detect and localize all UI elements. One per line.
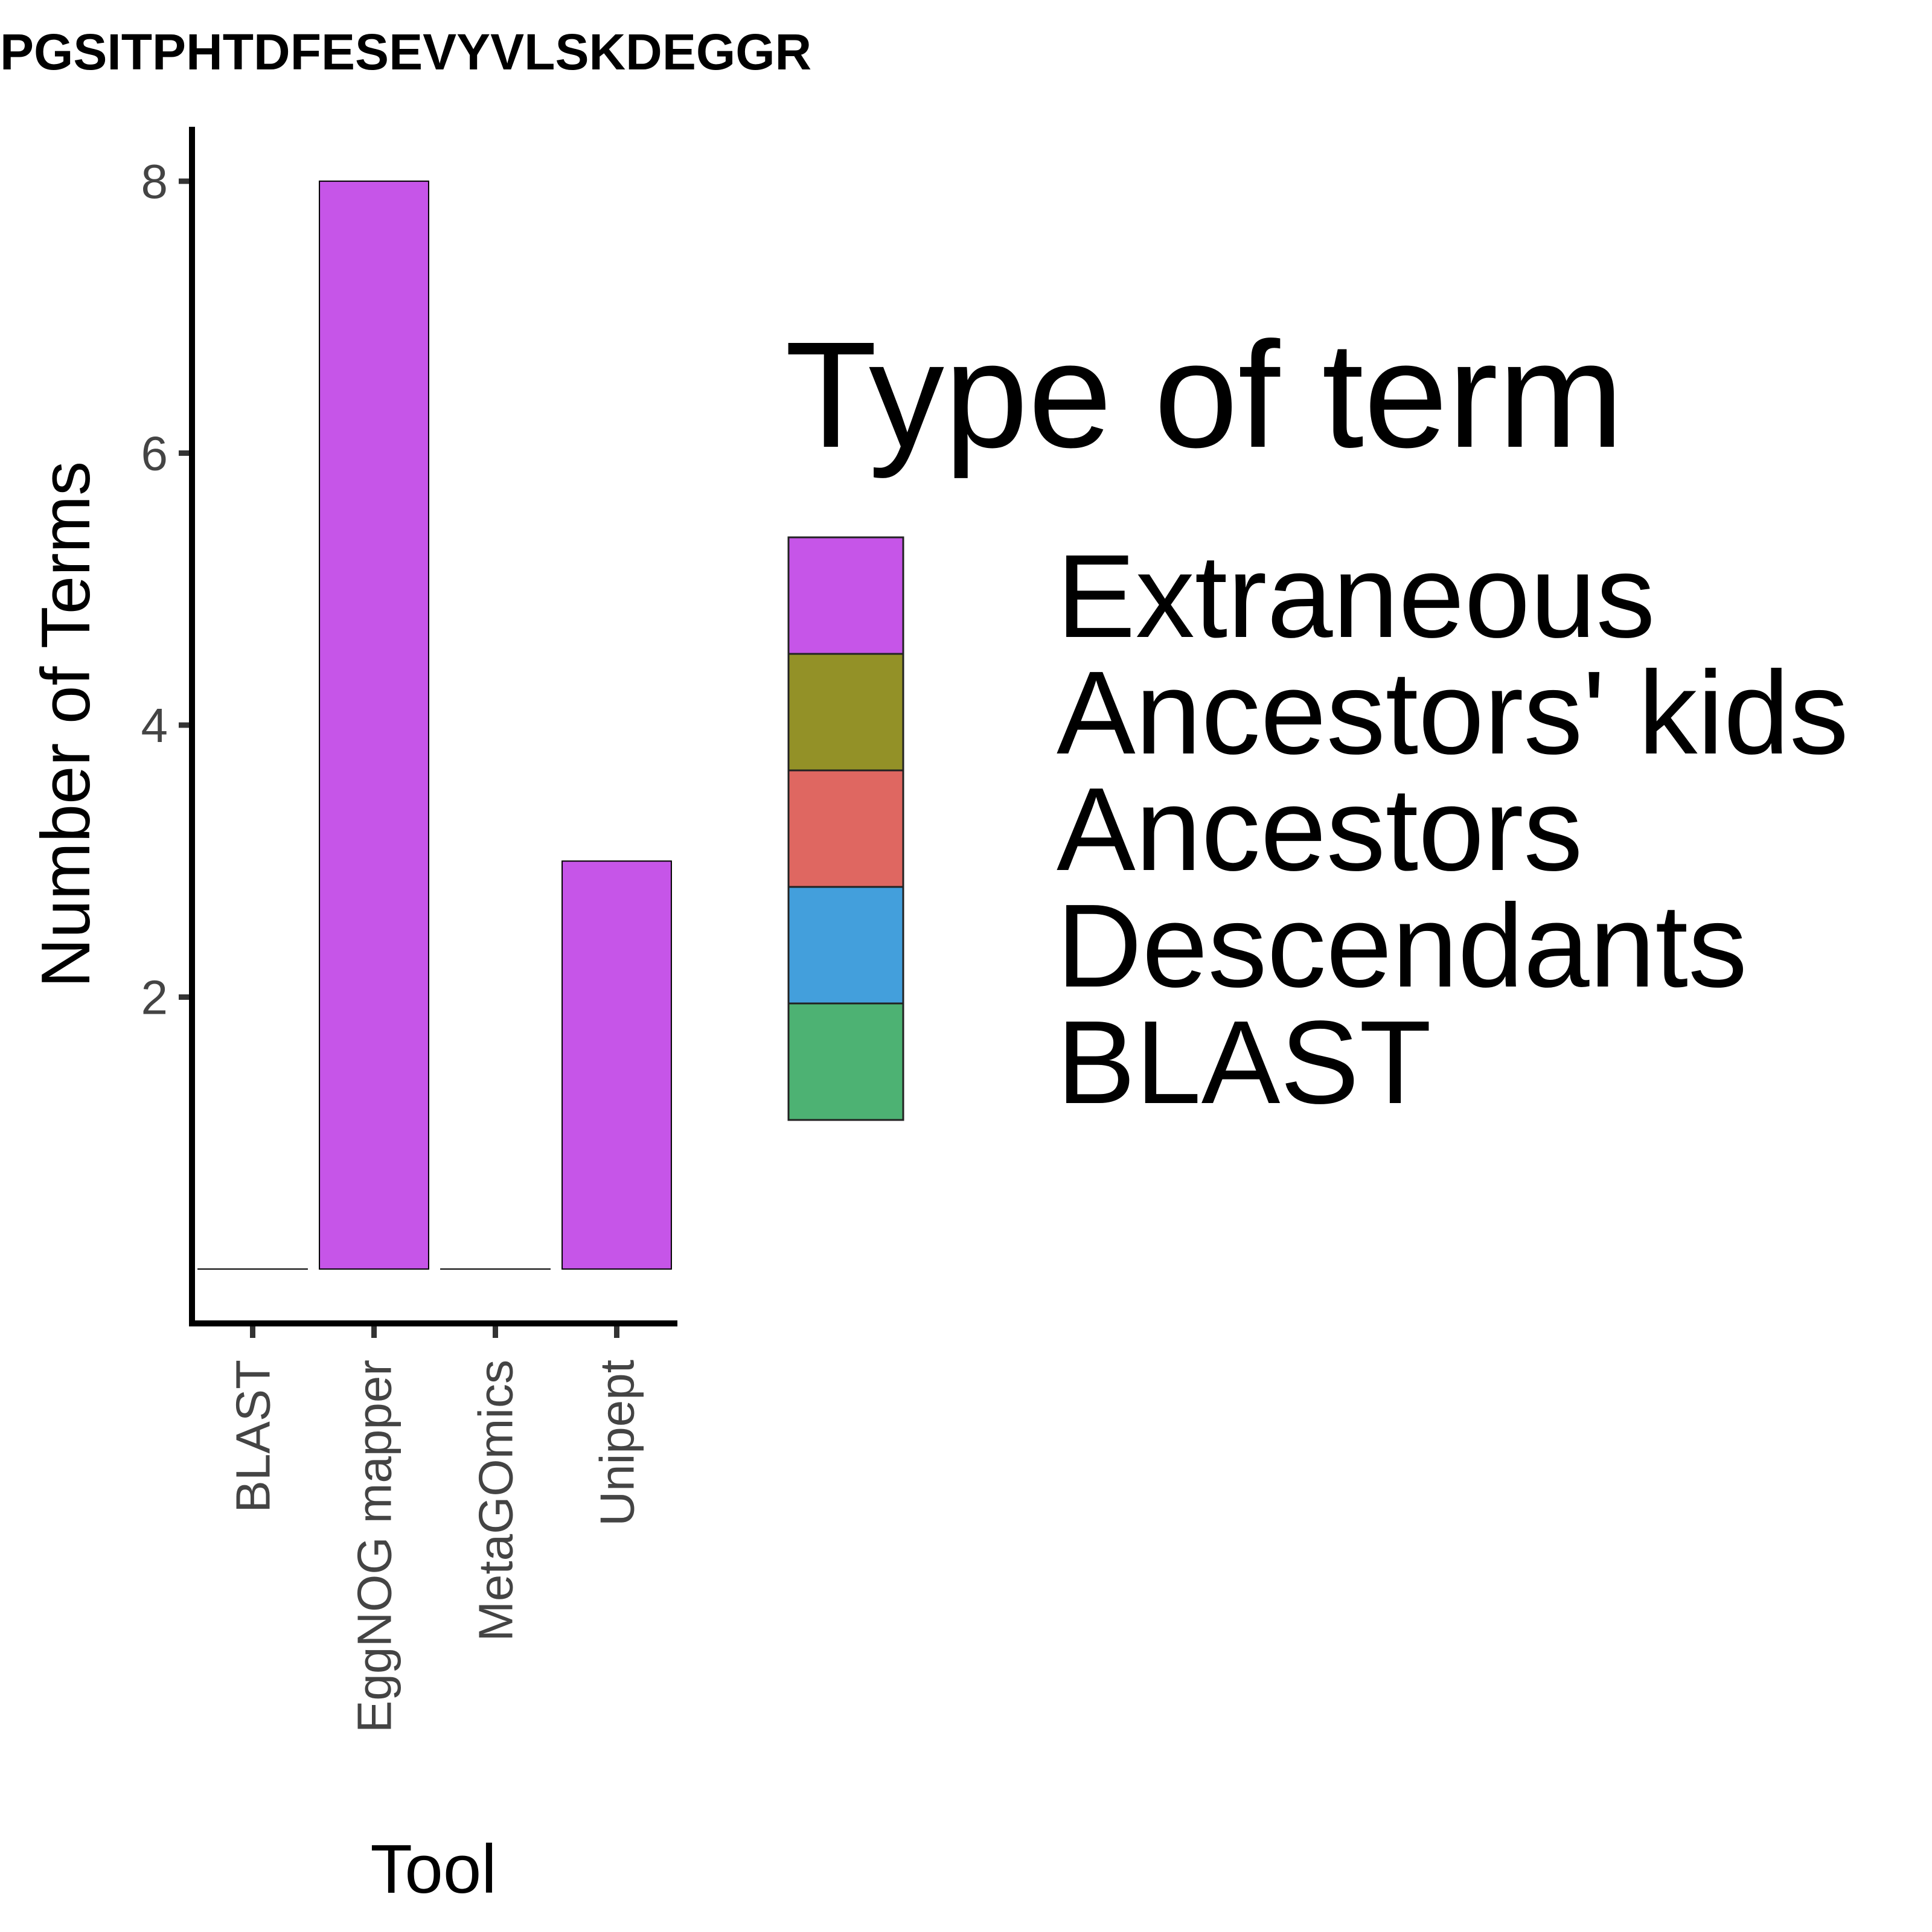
legend-swatch [787, 1002, 904, 1121]
y-axis-title: Number of Terms [28, 461, 104, 988]
x-axis-ticks: BLAST EggNOG mapper MetaGOmics Unipept [226, 1323, 644, 1733]
bars [197, 181, 672, 1270]
y-tick-label: 6 [141, 427, 168, 481]
y-tick-label: 2 [141, 970, 168, 1024]
legend-swatch [787, 769, 904, 888]
legend-label: Descendants [1057, 880, 1747, 1012]
legend-label: Ancestors' kids [1057, 647, 1849, 779]
bar-unipept [561, 860, 672, 1270]
y-tick-label: 4 [141, 699, 168, 752]
x-tick-label: EggNOG mapper [348, 1360, 401, 1733]
legend-title: Type of term [785, 310, 1623, 479]
legend-label: BLAST [1057, 996, 1431, 1128]
x-tick-label: Unipept [590, 1360, 644, 1526]
legend-label: Ancestors [1057, 763, 1582, 895]
x-axis-title: Tool [370, 1831, 496, 1908]
y-tick-label: 8 [141, 155, 168, 208]
y-axis-ticks: 2 4 6 8 [141, 155, 192, 1024]
x-tick-label: BLAST [226, 1360, 280, 1512]
chart-title: PGSITPHTDFESEVYVLSKDEGGR [0, 24, 811, 80]
legend-swatch [787, 886, 904, 1005]
legend-swatch [787, 653, 904, 772]
legend-swatch [787, 536, 904, 655]
legend-label: Extraneous [1057, 530, 1655, 662]
bar-eggnog-mapper [319, 181, 429, 1270]
x-tick-label: MetaGOmics [469, 1360, 523, 1642]
